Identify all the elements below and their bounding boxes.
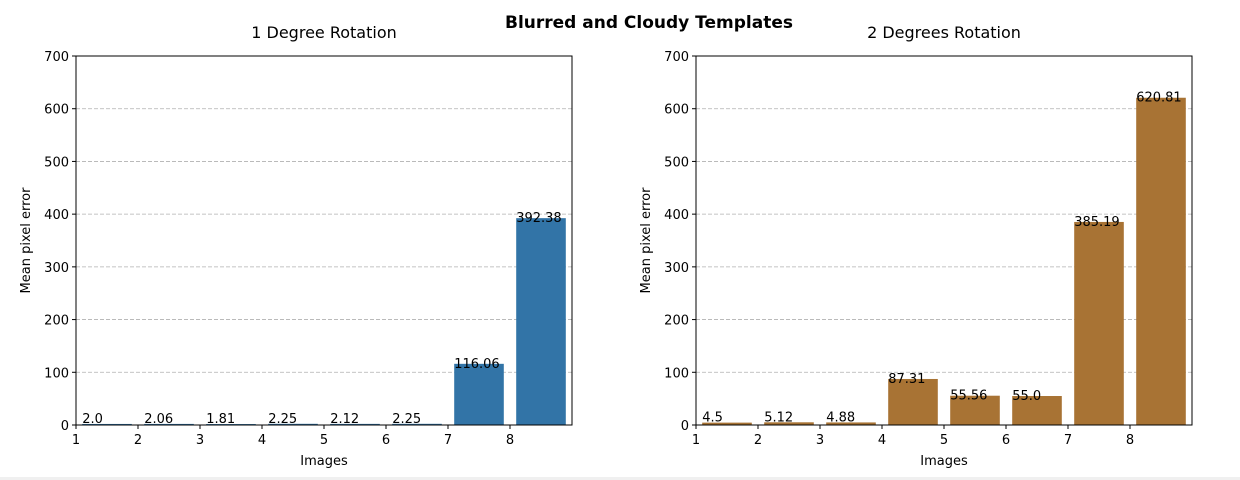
data-label: 392.38 [516, 211, 562, 226]
y-tick-label: 200 [44, 314, 69, 329]
y-tick-label: 300 [664, 261, 689, 276]
x-tick-label: 8 [1126, 433, 1134, 448]
bar [144, 423, 194, 425]
bar [950, 395, 1000, 425]
x-tick-label: 7 [444, 433, 452, 448]
y-tick-label: 500 [664, 155, 689, 170]
bar [516, 218, 566, 425]
data-label: 2.0 [82, 412, 103, 427]
x-tick-label: 1 [692, 433, 700, 448]
x-tick-label: 4 [878, 433, 886, 448]
y-tick-label: 0 [681, 419, 689, 434]
data-label: 2.25 [268, 412, 297, 427]
x-tick-label: 2 [754, 433, 762, 448]
bar [764, 422, 814, 425]
y-axis-label: Mean pixel error [639, 187, 654, 294]
bar [702, 422, 752, 425]
data-label: 55.56 [950, 389, 987, 404]
x-tick-label: 3 [816, 433, 824, 448]
data-label: 1.81 [206, 412, 235, 427]
bar [330, 423, 380, 425]
chart-2-degrees-rotation: 4.5 5.12 4.88 87.31 55.56 55.0 385.19 620.81 0 10… [639, 23, 1193, 469]
data-label: 385.19 [1074, 215, 1120, 230]
y-tick-label: 700 [664, 50, 689, 65]
data-label: 87.31 [888, 372, 925, 387]
chart-1-degree-rotation: 2.0 2.06 1.81 2.25 2.12 2.25 116.06 392.38 0 100 2… [19, 23, 573, 469]
y-tick-label: 200 [664, 314, 689, 329]
x-tick-label: 4 [258, 433, 266, 448]
x-tick-label: 7 [1064, 433, 1072, 448]
data-label: 4.5 [702, 411, 723, 426]
x-tick-label: 1 [72, 433, 80, 448]
x-tick-label: 2 [134, 433, 142, 448]
y-tick-label: 100 [44, 366, 69, 381]
bar [1136, 97, 1186, 425]
data-label: 2.25 [392, 412, 421, 427]
y-tick-label: 400 [664, 208, 689, 223]
data-label: 2.06 [144, 412, 173, 427]
data-label: 116.06 [454, 357, 500, 372]
figure-suptitle: Blurred and Cloudy Templates [505, 13, 793, 33]
y-tick-label: 600 [664, 103, 689, 118]
bar [82, 423, 132, 425]
y-tick-label: 300 [44, 261, 69, 276]
bar [1074, 221, 1124, 425]
x-tick-label: 5 [320, 433, 328, 448]
data-label: 5.12 [764, 410, 793, 425]
x-tick-label: 5 [940, 433, 948, 448]
chart-title: 2 Degrees Rotation [867, 23, 1021, 42]
y-tick-label: 100 [664, 366, 689, 381]
data-label: 4.88 [826, 410, 855, 425]
x-axis-label: Images [300, 454, 348, 469]
y-tick-label: 700 [44, 50, 69, 65]
y-axis-label: Mean pixel error [19, 187, 34, 294]
bar [454, 363, 504, 425]
x-tick-label: 8 [506, 433, 514, 448]
chart-title: 1 Degree Rotation [251, 23, 397, 42]
plot-area [76, 56, 572, 425]
x-axis-label: Images [920, 454, 968, 469]
bar [1012, 396, 1062, 425]
x-tick-label: 3 [196, 433, 204, 448]
bar [888, 378, 938, 425]
bar [826, 422, 876, 425]
bar [392, 423, 442, 425]
x-tick-label: 6 [382, 433, 390, 448]
y-tick-label: 600 [44, 103, 69, 118]
data-label: 2.12 [330, 412, 359, 427]
y-tick-label: 400 [44, 208, 69, 223]
bar [268, 423, 318, 425]
y-tick-label: 500 [44, 155, 69, 170]
bottom-strip [0, 477, 1240, 480]
data-label: 620.81 [1136, 91, 1182, 106]
y-tick-label: 0 [61, 419, 69, 434]
x-tick-label: 6 [1002, 433, 1010, 448]
data-label: 55.0 [1012, 389, 1041, 404]
